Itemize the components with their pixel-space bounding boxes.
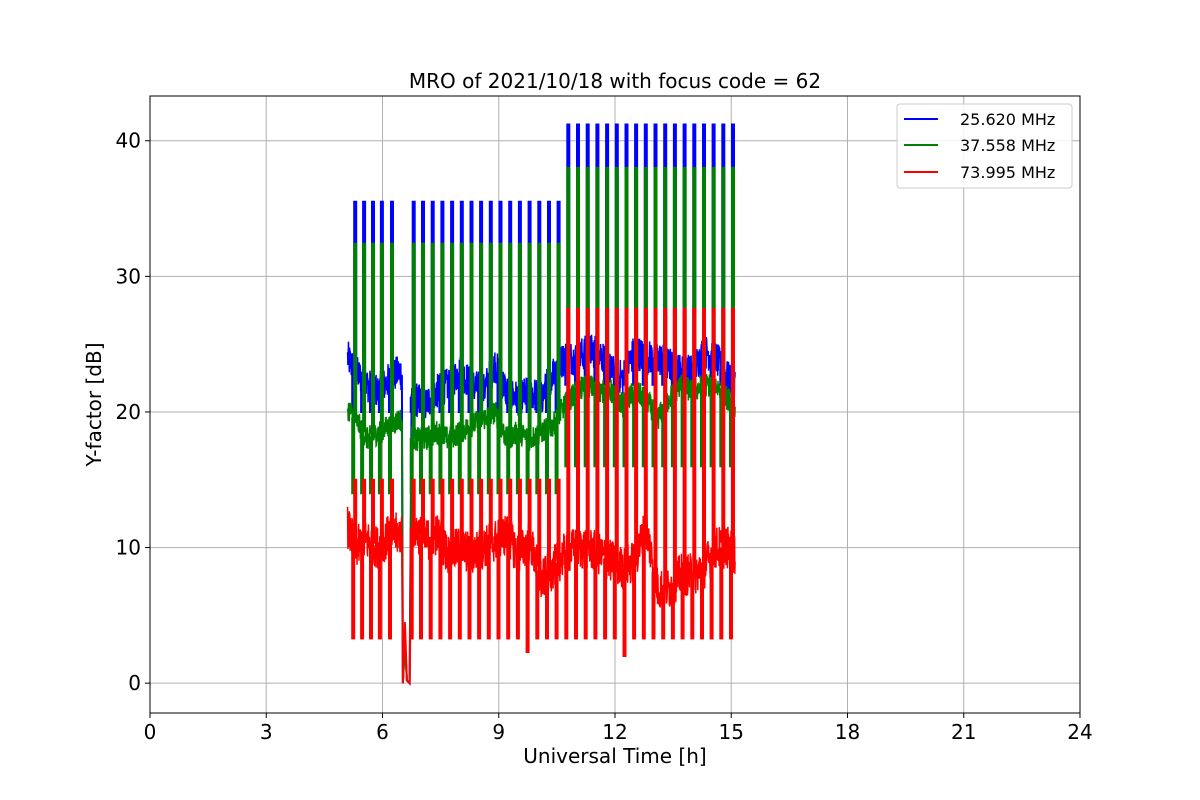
calibration-spike	[477, 242, 484, 495]
calibration-spike	[428, 242, 435, 495]
calibration-spike	[603, 307, 610, 640]
calibration-spike	[467, 242, 474, 495]
calibration-spike	[690, 307, 697, 640]
x-tick-label: 15	[719, 720, 744, 744]
calibration-spike	[506, 242, 513, 495]
calibration-spike	[515, 478, 522, 640]
calibration-spike	[457, 242, 464, 495]
y-axis: 0 10 20 30 40	[116, 129, 150, 695]
calibration-spike	[583, 307, 590, 640]
x-tick-label: 3	[260, 720, 273, 744]
dropout-segment	[400, 528, 413, 686]
calibration-spike	[448, 242, 455, 495]
calibration-spike	[448, 478, 455, 640]
x-tick-label: 12	[602, 720, 627, 744]
calibration-spike	[574, 307, 580, 640]
calibration-spike	[700, 307, 706, 640]
y-tick-label: 20	[116, 400, 141, 424]
calibration-spike	[515, 242, 522, 495]
x-axis-title: Universal Time [h]	[523, 744, 706, 768]
calibration-spike	[729, 307, 735, 640]
x-axis: 0 3 6 9 12 15 18 21 24	[144, 713, 1093, 744]
series-layer	[346, 123, 736, 686]
calibration-spike	[564, 307, 571, 640]
calibration-spike	[554, 242, 561, 495]
calibration-spike	[428, 478, 435, 640]
calibration-spike	[622, 307, 629, 657]
calibration-spike	[535, 478, 542, 640]
x-tick-label: 24	[1067, 720, 1092, 744]
calibration-spike	[641, 307, 648, 640]
calibration-spike	[369, 242, 375, 495]
chart-title: MRO of 2021/10/18 with focus code = 62	[409, 69, 821, 93]
calibration-spike	[535, 242, 542, 495]
calibration-spike	[467, 478, 474, 640]
y-tick-label: 10	[116, 536, 141, 560]
calibration-spike	[651, 307, 658, 640]
x-tick-label: 18	[835, 720, 860, 744]
y-tick-label: 0	[128, 671, 141, 695]
series-line-segment	[410, 372, 736, 452]
calibration-spike	[719, 307, 726, 640]
calibration-spike	[496, 242, 503, 495]
calibration-spike	[593, 307, 600, 640]
calibration-spike	[525, 242, 532, 495]
calibration-spike	[369, 478, 375, 640]
calibration-spike	[486, 242, 493, 495]
calibration-spike	[506, 478, 513, 640]
calibration-spike	[438, 478, 445, 640]
calibration-spike	[457, 478, 464, 640]
calibration-spike	[351, 242, 358, 495]
calibration-spike	[377, 478, 384, 640]
legend: 25.620 MHz 37.558 MHz 73.995 MHz	[896, 103, 1073, 189]
legend-label-2: 37.558 MHz	[960, 136, 1055, 155]
calibration-spike	[496, 478, 503, 640]
calibration-spike	[661, 307, 668, 640]
calibration-spike	[670, 307, 677, 640]
calibration-spike	[545, 478, 551, 640]
calibration-spike	[360, 242, 367, 495]
calibration-spike	[419, 478, 425, 640]
calibration-spike	[419, 242, 425, 495]
calibration-spike	[680, 307, 687, 640]
calibration-spike	[377, 242, 384, 495]
calibration-spike	[554, 478, 561, 640]
calibration-spike	[477, 478, 484, 640]
calibration-spike	[388, 242, 394, 495]
calibration-spike	[486, 478, 493, 640]
series-3	[346, 307, 736, 686]
legend-box	[896, 103, 1073, 189]
calibration-spike	[709, 307, 716, 640]
y-tick-label: 40	[116, 129, 141, 153]
legend-label-3: 73.995 MHz	[960, 163, 1055, 182]
calibration-spike	[525, 478, 532, 653]
calibration-spike	[351, 478, 358, 640]
calibration-spike	[388, 478, 394, 640]
x-tick-label: 21	[951, 720, 976, 744]
calibration-spike	[632, 307, 639, 640]
y-axis-title: Y-factor [dB]	[82, 342, 106, 467]
x-tick-label: 9	[492, 720, 505, 744]
legend-label-1: 25.620 MHz	[960, 110, 1055, 129]
x-tick-label: 0	[144, 720, 157, 744]
calibration-spike	[438, 242, 445, 495]
calibration-spike	[612, 307, 619, 640]
x-tick-label: 6	[376, 720, 389, 744]
y-tick-label: 30	[116, 264, 141, 288]
calibration-spike	[545, 242, 551, 495]
calibration-spike	[360, 478, 367, 640]
